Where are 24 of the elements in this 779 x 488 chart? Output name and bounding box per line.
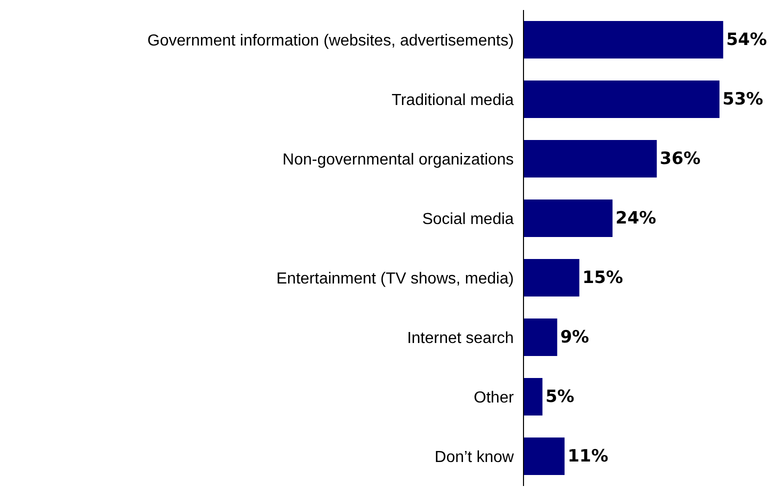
y-tick-label: Non-governmental organizations [282, 151, 514, 168]
y-tick-label: Internet search [407, 330, 514, 347]
data-label: 24% [616, 208, 656, 228]
y-tick-label: Government information (websites, advertisements) [147, 32, 514, 50]
data-label: 9% [560, 327, 590, 348]
y-tick-label: Other [474, 389, 514, 406]
data-label: 15% [582, 268, 624, 288]
bar [524, 21, 724, 58]
data-label: 53% [722, 89, 764, 110]
bar [524, 318, 558, 356]
y-tick-label: Social media [422, 210, 514, 228]
data-label: 36% [660, 148, 700, 169]
y-tick-label: Entertainment (TV shows, media) [276, 270, 514, 288]
data-label: 5% [545, 386, 574, 407]
data-label: 54% [726, 30, 767, 50]
bar [524, 438, 565, 475]
bar [524, 80, 720, 118]
y-tick-label: Don’t know [434, 448, 514, 466]
bar [524, 259, 580, 296]
data-label: 11% [568, 446, 608, 466]
bar [524, 378, 542, 416]
bar [524, 200, 613, 237]
y-tick-label: Traditional media [392, 92, 514, 109]
bar [524, 140, 657, 178]
